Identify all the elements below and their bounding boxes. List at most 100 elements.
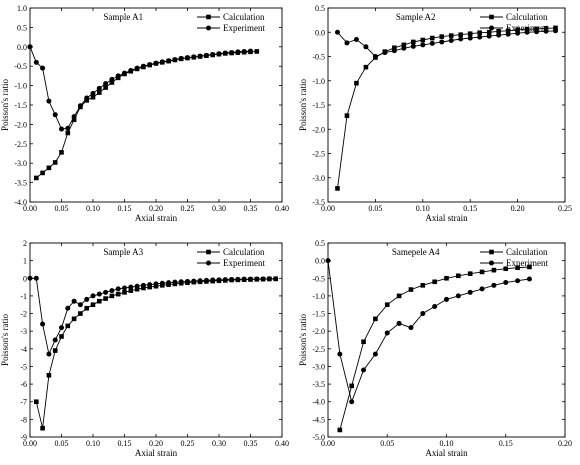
x-tick-label: 0.10 (86, 204, 100, 213)
data-point-circle (526, 276, 532, 282)
y-tick-label: -4.0 (14, 198, 27, 207)
y-tick-label: 0.0 (315, 28, 325, 37)
data-point-circle (222, 50, 228, 56)
x-tick-label: 0.35 (244, 439, 258, 448)
legend-marker-square (206, 249, 211, 255)
x-tick-label: 0.10 (440, 439, 454, 448)
data-point-square (97, 90, 102, 95)
chart-panel-1: 0.00 0.05 0.10 0.15 0.20 0.25 0.30 0.35 0.40 -4.0… (0, 4, 289, 223)
data-point-square (505, 28, 511, 34)
data-point-circle (248, 276, 253, 282)
y-tick-label: -2.5 (14, 140, 27, 149)
data-point-circle (90, 90, 96, 96)
y-tick-label: -3.5 (14, 179, 27, 188)
x-tick-label: 0.05 (380, 439, 394, 448)
data-point-circle (479, 286, 485, 292)
series-line (327, 260, 530, 404)
data-point-circle (337, 351, 343, 357)
data-point-circle (128, 284, 134, 290)
data-point-square (90, 94, 96, 100)
x-tick-label: 0.40 (275, 439, 289, 448)
x-tick-label: 0.05 (55, 204, 69, 213)
x-tick-label: 0.15 (118, 204, 132, 213)
y-tick-label: -3.0 (312, 362, 325, 371)
data-point-circle (553, 28, 559, 34)
data-point-square (46, 372, 52, 378)
data-point-square (363, 64, 369, 70)
series-line (339, 266, 530, 431)
data-point-circle (455, 293, 461, 299)
data-point-circle (222, 277, 228, 283)
legend-marker-circle (489, 260, 494, 266)
data-point-square (479, 269, 485, 275)
data-point-circle (432, 303, 438, 309)
data-point-circle (420, 42, 426, 48)
data-point-square (122, 290, 127, 295)
data-point-circle (429, 40, 435, 46)
y-axis-title: Poisson's ratio (298, 314, 308, 366)
data-point-square (349, 383, 354, 389)
y-tick-label: 1 (23, 257, 27, 266)
data-point-circle (197, 278, 203, 284)
data-point-circle (178, 279, 184, 285)
data-point-square (429, 35, 435, 41)
x-tick-label: 0.05 (55, 439, 69, 448)
y-tick-label: 0.5 (315, 4, 325, 13)
legend-marker-circle (489, 25, 494, 31)
data-point-circle (266, 276, 272, 282)
y-tick-label: -2.0 (14, 120, 27, 129)
y-tick-label: -8 (20, 415, 27, 424)
x-axis-title: Axial strain (135, 448, 178, 458)
data-point-circle (140, 282, 146, 288)
data-point-circle (40, 65, 46, 71)
x-tick-label: 0.20 (511, 204, 525, 213)
data-point-circle (273, 276, 279, 282)
data-point-square (408, 287, 414, 292)
data-point-circle (122, 70, 127, 76)
data-point-circle (235, 276, 241, 282)
y-tick-label: -1.5 (312, 101, 325, 110)
y-tick-label: -9 (20, 433, 27, 442)
data-point-square (335, 186, 340, 191)
data-point-circle (197, 53, 203, 59)
data-point-circle (235, 49, 241, 55)
legend-label: Experiment (506, 258, 548, 268)
legend-label: Calculation (223, 247, 265, 257)
data-point-circle (458, 36, 464, 42)
data-point-circle (159, 59, 165, 65)
legend-label: Calculation (506, 12, 548, 22)
data-point-square (71, 117, 77, 123)
series-experiment (27, 275, 279, 357)
data-point-square (420, 283, 426, 288)
data-point-circle (260, 276, 266, 282)
data-point-circle (448, 37, 454, 43)
y-tick-label: 1.0 (17, 4, 27, 13)
y-tick-label: -1.0 (312, 292, 325, 301)
data-point-square (534, 26, 539, 32)
series-line (30, 277, 276, 356)
legend-label: Calculation (223, 12, 265, 22)
data-point-circle (109, 288, 115, 294)
data-point-circle (115, 286, 121, 292)
legend-entry-experiment: Experiment (480, 258, 548, 268)
x-tick-label: 0.25 (181, 204, 195, 213)
y-tick-label: -1.0 (312, 77, 325, 86)
data-point-circle (248, 48, 253, 54)
data-point-circle (444, 296, 449, 302)
chart-panel-4: 0.00 0.05 0.10 0.15 0.20 -5.0 -4.5 -4.0 -3.5 -3.0… (298, 239, 572, 458)
data-point-square (78, 311, 83, 316)
data-point-square (103, 85, 108, 90)
data-point-square (456, 273, 461, 279)
data-point-circle (467, 35, 473, 41)
data-point-circle (515, 278, 521, 284)
y-tick-label: -1.0 (14, 82, 27, 91)
data-point-square (444, 275, 449, 281)
data-point-circle (241, 276, 247, 282)
y-tick-label: -2.5 (312, 345, 325, 354)
data-point-square (46, 165, 52, 171)
data-point-circle (140, 63, 146, 69)
y-tick-label: -7 (20, 398, 27, 407)
data-point-square (90, 302, 96, 308)
data-point-square (59, 150, 64, 155)
legend-entry-experiment: Experiment (480, 23, 548, 33)
